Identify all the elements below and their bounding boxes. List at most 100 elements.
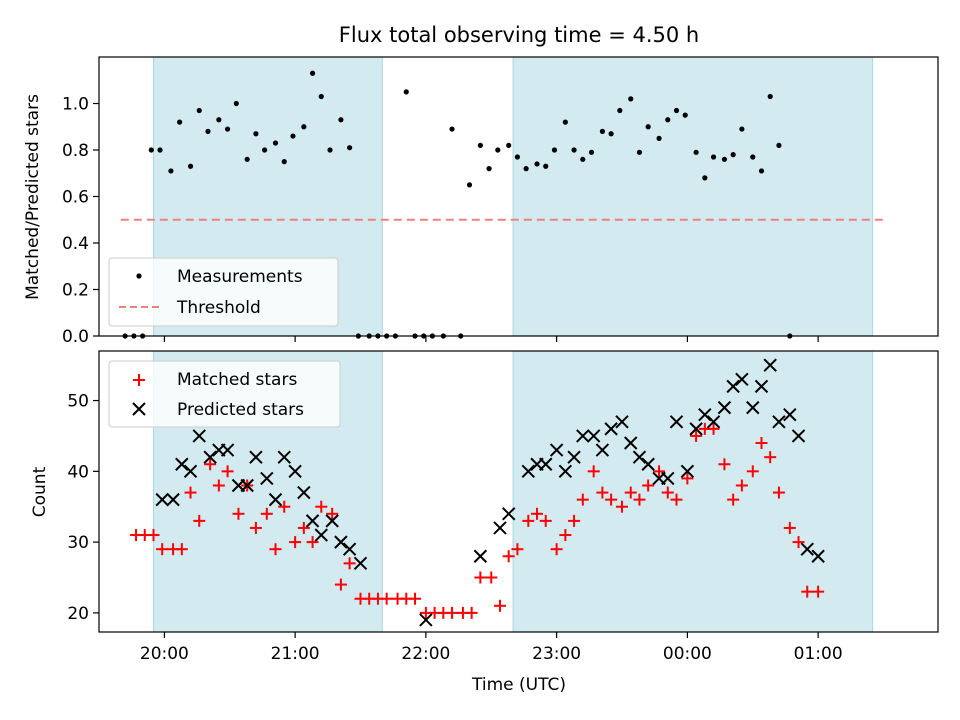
matched-point-72 bbox=[792, 536, 805, 549]
top-y-axis-label: Matched/Predicted stars bbox=[23, 94, 43, 300]
measurement-point-10 bbox=[205, 128, 211, 134]
predicted-point-32 bbox=[567, 450, 581, 464]
legend-threshold-label: Threshold bbox=[176, 298, 261, 318]
matched-stars-layer bbox=[130, 422, 825, 619]
bottom-x-tick-label: 22:00 bbox=[401, 644, 450, 664]
matched-point-22 bbox=[326, 507, 339, 520]
predicted-point-33 bbox=[576, 429, 590, 443]
predicted-point-b bbox=[576, 429, 590, 443]
predicted-point-b bbox=[549, 443, 564, 457]
matched-point-9 bbox=[204, 458, 217, 471]
matched-point-47 bbox=[559, 529, 572, 542]
predicted-point-b bbox=[595, 443, 610, 457]
top-y-tick-label: 0.8 bbox=[62, 141, 89, 161]
bottom-x-tick-label: 21:00 bbox=[271, 644, 320, 664]
bottom-y-tick-label: 30 bbox=[67, 533, 89, 553]
predicted-point-b bbox=[493, 521, 507, 535]
measurement-point-47 bbox=[551, 147, 558, 153]
measurement-point-16 bbox=[262, 147, 268, 153]
predicted-point-24 bbox=[473, 549, 488, 563]
predicted-point-22 bbox=[353, 556, 368, 571]
predicted-point-39 bbox=[632, 450, 647, 464]
measurement-point-12 bbox=[224, 126, 231, 132]
bottom-plot-frame bbox=[98, 350, 939, 633]
predicted-point-52 bbox=[754, 379, 769, 394]
measurement-point-42 bbox=[506, 142, 512, 148]
bottom-y-tick-label: 40 bbox=[67, 462, 89, 482]
predicted-point-b bbox=[558, 464, 573, 479]
measurement-point-61 bbox=[682, 112, 688, 118]
predicted-point-58 bbox=[811, 549, 825, 563]
bottom-legend-box bbox=[108, 360, 341, 428]
measurement-point-68 bbox=[750, 154, 756, 160]
matched-point-51 bbox=[596, 486, 609, 499]
matched-point-57 bbox=[653, 465, 666, 478]
matched-point-14 bbox=[249, 521, 262, 534]
measurement-point-48 bbox=[562, 119, 568, 125]
measurement-point-9 bbox=[196, 107, 202, 114]
predicted-point-b bbox=[521, 464, 536, 479]
top-panel: 0.0 0.2 0.4 0.6 0.8 1.0 Matched/Predicted sta… bbox=[23, 56, 939, 347]
shaded-interval-2 bbox=[512, 56, 874, 337]
predicted-point-19 bbox=[325, 514, 339, 528]
predicted-point-b bbox=[772, 415, 786, 429]
matched-point-43 bbox=[522, 514, 535, 527]
predicted-point-b bbox=[183, 464, 198, 479]
legend-predicted-label: Predicted stars bbox=[177, 400, 304, 420]
matched-point-10 bbox=[212, 479, 225, 492]
predicted-stars-layer bbox=[155, 358, 825, 627]
predicted-point-18 bbox=[314, 528, 328, 542]
matched-point-70 bbox=[772, 486, 785, 499]
matched-point-65 bbox=[727, 493, 740, 506]
predicted-point-b bbox=[689, 422, 703, 436]
measurement-point-7 bbox=[177, 119, 183, 125]
predicted-point-50 bbox=[735, 372, 749, 387]
predicted-point-b bbox=[419, 613, 433, 627]
bottom-x-tick-label: 00:00 bbox=[663, 644, 712, 664]
predicted-point-10 bbox=[240, 478, 254, 493]
predicted-point-b bbox=[297, 485, 311, 500]
measurement-point-66 bbox=[730, 152, 736, 158]
predicted-point-51 bbox=[746, 400, 760, 415]
measurement-point-44 bbox=[523, 166, 529, 172]
matched-point-73 bbox=[801, 585, 814, 598]
predicted-point-b bbox=[473, 549, 488, 563]
predicted-point-b bbox=[166, 492, 180, 507]
matched-point-67 bbox=[746, 465, 759, 478]
predicted-point-49 bbox=[726, 379, 740, 394]
bottom-x-tick-label: 01:00 bbox=[794, 644, 843, 664]
measurement-point-71 bbox=[776, 142, 782, 148]
measurement-point-39 bbox=[477, 142, 483, 148]
predicted-point-b bbox=[240, 478, 254, 493]
matched-point-64 bbox=[718, 458, 731, 471]
top-y-tick-label: 0.2 bbox=[62, 281, 89, 301]
predicted-point-27 bbox=[521, 464, 536, 479]
matched-point-44 bbox=[531, 507, 544, 520]
top-y-tick-label: 1.0 bbox=[62, 95, 89, 115]
measurement-point-6 bbox=[168, 168, 174, 174]
top-legend: Measurements Threshold bbox=[108, 257, 339, 327]
bottom-y-tick-label: 20 bbox=[67, 604, 89, 624]
predicted-point-b bbox=[268, 492, 283, 507]
measurement-point-23 bbox=[327, 147, 333, 153]
matched-point-15 bbox=[260, 507, 273, 520]
measurement-point-50 bbox=[580, 156, 586, 162]
predicted-point-b bbox=[746, 400, 760, 415]
measurement-point-55 bbox=[628, 96, 634, 102]
measurement-point-11 bbox=[216, 117, 222, 123]
matched-point-63 bbox=[707, 422, 720, 435]
measurement-point-8 bbox=[187, 163, 194, 169]
predicted-point-b bbox=[632, 450, 647, 464]
matched-point-3 bbox=[147, 529, 160, 542]
predicted-point-b bbox=[314, 528, 328, 542]
matched-point-17 bbox=[278, 500, 291, 513]
matched-point-61 bbox=[690, 429, 703, 442]
predicted-point-36 bbox=[604, 422, 618, 436]
matched-point-71 bbox=[783, 521, 796, 534]
predicted-point-11 bbox=[249, 450, 263, 464]
top-y-tick-label: 0.0 bbox=[62, 327, 89, 347]
measurement-point-69 bbox=[758, 168, 765, 174]
matched-point-28 bbox=[380, 592, 393, 605]
predicted-point-b bbox=[624, 436, 638, 450]
